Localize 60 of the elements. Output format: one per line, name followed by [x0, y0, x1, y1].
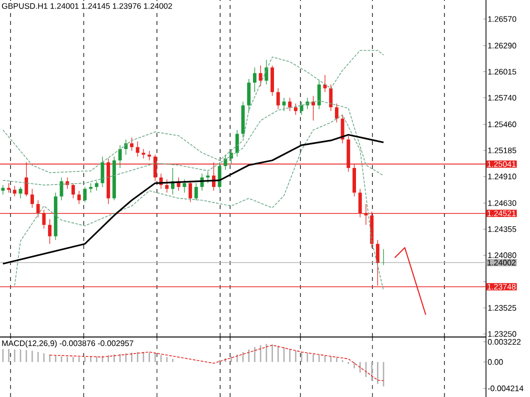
- y-tick-label: 0.00: [488, 359, 503, 365]
- y-tick-label: 1.26015: [488, 68, 516, 75]
- ref-line-label: 1.24521: [488, 210, 516, 216]
- candlestick: [30, 188, 34, 208]
- candlestick: [317, 80, 321, 110]
- candlestick: [235, 130, 239, 157]
- candlestick: [89, 182, 92, 193]
- candlestick: [276, 88, 280, 110]
- candlestick: [94, 180, 98, 192]
- candlestick: [194, 182, 198, 201]
- ref-line-label: 1.25041: [488, 161, 516, 167]
- candlestick: [206, 171, 210, 184]
- y-tick-label: 1.24080: [488, 252, 516, 258]
- candlestick: [188, 180, 192, 202]
- candlestick: [264, 60, 268, 85]
- candlestick: [334, 103, 338, 123]
- chart-title: GBPUSD.H1 1.24001 1.24145 1.23976 1.24002: [2, 3, 172, 9]
- y-tick-label: 1.23250: [488, 331, 516, 337]
- candlestick: [130, 137, 134, 152]
- y-tick-label: 1.26290: [488, 42, 516, 48]
- y-tick-label: 1.25460: [488, 122, 516, 128]
- candlestick: [12, 186, 16, 197]
- y-tick-label: 1.25185: [488, 148, 516, 154]
- y-tick-label: 1.24355: [488, 226, 516, 232]
- candlestick: [71, 182, 75, 199]
- candlestick: [100, 156, 104, 188]
- candlestick: [224, 154, 228, 170]
- candlestick: [340, 114, 344, 144]
- candlestick: [182, 179, 186, 193]
- line-series: [2, 50, 384, 174]
- candlestick: [252, 67, 256, 92]
- candlestick: [247, 78, 251, 112]
- y-tick-label: 1.24910: [488, 174, 516, 180]
- candlestick: [294, 103, 298, 116]
- candlestick: [258, 65, 262, 87]
- y-tick-label: 1.24630: [488, 200, 516, 206]
- ref-line-label: 1.24002: [488, 260, 516, 266]
- candlestick: [218, 162, 222, 190]
- candlestick: [118, 144, 122, 168]
- candlestick: [136, 141, 140, 157]
- y-tick-label: 0.003222: [488, 339, 521, 345]
- y-tick-label: 1.23525: [488, 305, 516, 311]
- candlestick: [282, 97, 286, 112]
- candlestick: [306, 97, 310, 110]
- y-tick-label: -0.004214: [488, 386, 524, 392]
- candlestick: [329, 84, 333, 112]
- candlestick: [288, 97, 292, 112]
- y-tick-label: 1.25740: [488, 94, 516, 101]
- candlestick: [148, 150, 152, 161]
- ref-line-label: 1.23748: [488, 284, 516, 290]
- candlestick: [83, 186, 87, 202]
- candlestick: [1, 184, 5, 195]
- candlestick: [300, 101, 304, 116]
- chart-title: MACD(12,26,9) -0.003876 -0.002957: [2, 340, 134, 348]
- candlestick: [48, 218, 52, 244]
- candlestick: [165, 179, 169, 193]
- candlestick: [7, 182, 11, 193]
- candlestick: [323, 74, 327, 92]
- y-tick-label: 1.26570: [488, 16, 516, 22]
- candlestick: [77, 190, 81, 204]
